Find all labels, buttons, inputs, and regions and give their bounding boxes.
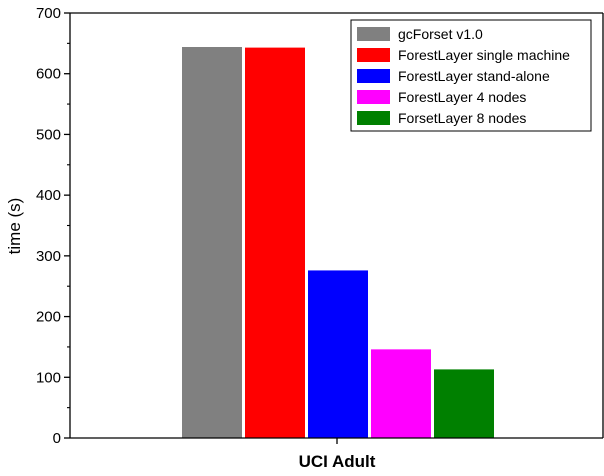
legend-label: ForestLayer 4 nodes bbox=[398, 89, 526, 105]
legend-label: ForestLayer stand-alone bbox=[398, 68, 550, 84]
y-tick-label: 0 bbox=[53, 430, 61, 447]
bar-forestlayer-stand-alone bbox=[308, 270, 368, 438]
y-tick-label: 500 bbox=[36, 126, 61, 143]
y-tick-label: 700 bbox=[36, 5, 61, 22]
y-tick-label: 400 bbox=[36, 187, 61, 204]
y-tick-label: 300 bbox=[36, 248, 61, 265]
legend: gcForset v1.0 ForestLayer single machine F… bbox=[350, 19, 592, 132]
y-axis-title: time (s) bbox=[5, 198, 24, 255]
legend-swatch bbox=[357, 27, 390, 41]
bar-forsetlayer-8-nodes bbox=[434, 369, 494, 438]
legend-swatch bbox=[357, 111, 390, 125]
legend-label: gcForset v1.0 bbox=[398, 26, 483, 42]
legend-box bbox=[350, 19, 592, 132]
x-category-label: UCI Adult bbox=[299, 452, 376, 471]
legend-swatch bbox=[357, 48, 390, 62]
bar-gcforset-v1-0 bbox=[182, 47, 242, 438]
legend-swatch bbox=[357, 69, 390, 83]
bar-forestlayer-single-machine bbox=[245, 47, 305, 438]
legend-swatch bbox=[357, 90, 390, 104]
bars-layer bbox=[182, 47, 494, 438]
y-tick-label: 100 bbox=[36, 369, 61, 386]
y-tick-label: 600 bbox=[36, 66, 61, 83]
y-ticks-layer: 0 100 200 300 400 500 600 700 bbox=[36, 5, 70, 447]
bar-forestlayer-4-nodes bbox=[371, 349, 431, 438]
legend-label: ForestLayer single machine bbox=[398, 47, 570, 63]
legend-label: ForsetLayer 8 nodes bbox=[398, 110, 526, 126]
y-tick-label: 200 bbox=[36, 309, 61, 326]
